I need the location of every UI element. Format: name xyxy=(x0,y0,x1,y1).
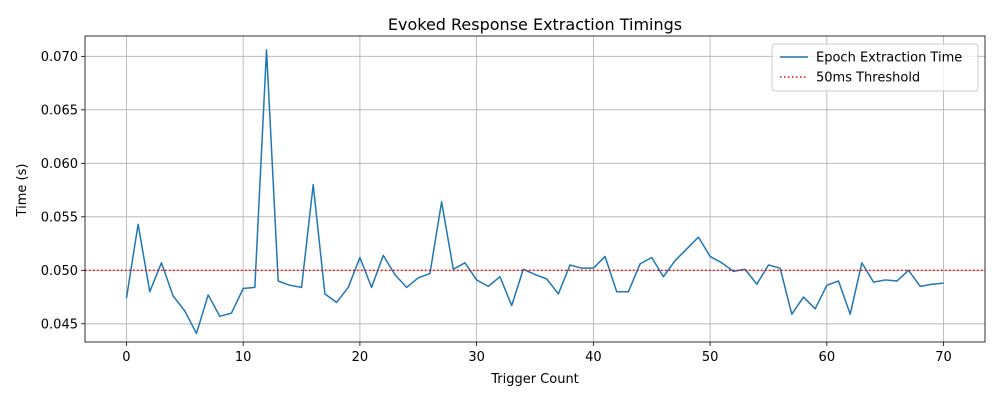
x-tick-label: 30 xyxy=(468,350,485,365)
y-tick-label: 0.060 xyxy=(41,157,78,172)
x-tick-label: 60 xyxy=(819,350,836,365)
x-tick-label: 0 xyxy=(122,350,130,365)
y-axis-label: Time (s) xyxy=(15,164,30,218)
x-tick-label: 50 xyxy=(702,350,719,365)
y-tick-label: 0.065 xyxy=(41,103,78,118)
y-axis: 0.045 0.050 0.055 0.060 0.065 0.070 xyxy=(41,50,85,332)
legend-label-epoch-extraction-time: Epoch Extraction Time xyxy=(816,51,962,66)
x-axis-label: Trigger Count xyxy=(490,372,579,387)
legend-label-threshold: 50ms Threshold xyxy=(816,71,920,86)
x-tick-label: 40 xyxy=(585,350,602,365)
x-tick-label: 70 xyxy=(935,350,952,365)
x-tick-label: 10 xyxy=(235,350,252,365)
plot-frame xyxy=(84,35,986,343)
y-tick-label: 0.045 xyxy=(41,317,78,332)
y-tick-label: 0.050 xyxy=(41,264,78,279)
legend-box xyxy=(771,43,979,92)
chart-title: Evoked Response Extraction Timings xyxy=(388,15,682,34)
series-layer xyxy=(85,49,985,335)
x-tick-label: 20 xyxy=(352,350,369,365)
x-axis: 0 10 20 30 40 50 60 70 xyxy=(122,342,952,365)
legend: Epoch Extraction Time 50ms Threshold xyxy=(771,43,979,92)
y-tick-label: 0.070 xyxy=(41,50,78,65)
series-line-epoch-extraction-time xyxy=(125,49,944,335)
y-tick-label: 0.055 xyxy=(41,210,78,225)
